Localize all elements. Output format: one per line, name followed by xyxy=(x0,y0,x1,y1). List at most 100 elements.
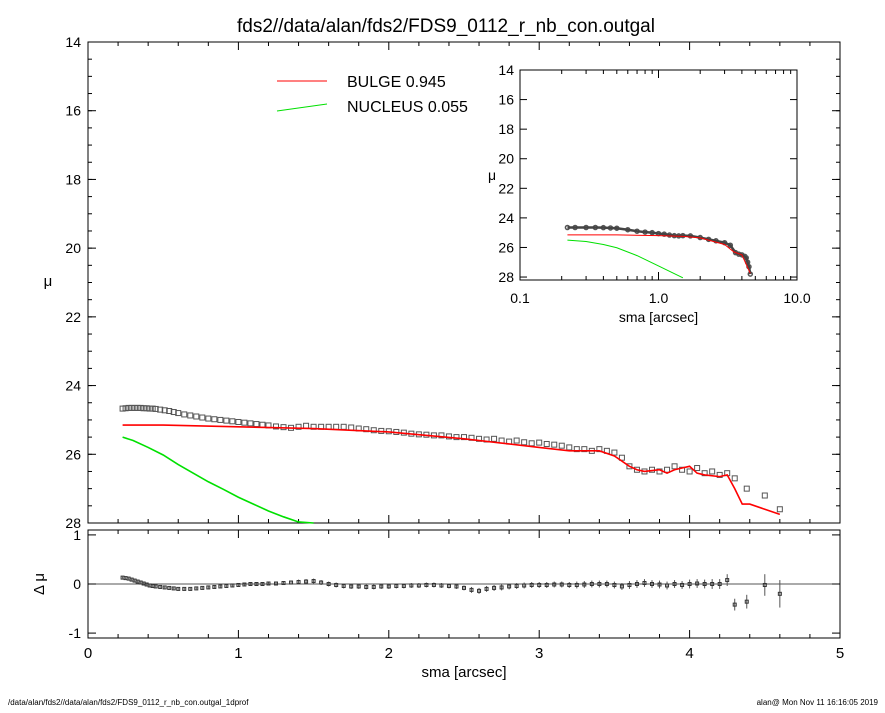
residual-point xyxy=(289,580,294,585)
residual-point xyxy=(260,582,265,586)
data-point xyxy=(211,416,218,423)
residual-point xyxy=(687,582,692,586)
residual-point xyxy=(188,586,193,591)
data-point xyxy=(731,475,738,482)
residual-point xyxy=(567,582,572,587)
residual-point xyxy=(777,591,782,596)
residual-point xyxy=(242,582,247,587)
residual-point xyxy=(386,584,391,589)
residual-point xyxy=(274,581,278,586)
residual-point xyxy=(394,583,399,588)
data-point xyxy=(193,413,200,420)
residual-point xyxy=(424,582,429,587)
y-tick-label: 26 xyxy=(498,239,514,255)
data-point xyxy=(128,404,135,411)
data-point xyxy=(743,485,750,492)
residual-point xyxy=(212,584,217,589)
residual-point xyxy=(254,582,259,586)
main-profile-panel: 14 16 18 20 22 24 26 28 μ BULGE 0.945 NUCLEUS 0.05… xyxy=(44,34,841,531)
residual-point xyxy=(657,582,662,587)
residual-point xyxy=(162,585,167,590)
data-point xyxy=(199,414,206,421)
y-tick-label: 14 xyxy=(65,34,81,50)
residual-point xyxy=(200,585,205,590)
data-point xyxy=(566,444,573,451)
data-point xyxy=(513,437,520,444)
residual-point xyxy=(236,582,241,587)
data-point xyxy=(140,405,147,412)
x-tick-label: 10.0 xyxy=(783,290,810,306)
residual-point xyxy=(680,582,685,587)
residual-point xyxy=(529,582,534,587)
data-point xyxy=(205,415,212,422)
residual-point xyxy=(762,582,767,587)
residual-point xyxy=(153,584,158,589)
residual-point xyxy=(574,582,579,587)
residual-point xyxy=(167,585,172,590)
residual-point xyxy=(171,586,176,591)
inset-nucleus-line xyxy=(567,239,684,279)
x-tick-label: 1 xyxy=(234,645,242,662)
data-point xyxy=(709,468,716,475)
residual-point xyxy=(672,582,677,586)
residual-point xyxy=(477,588,482,593)
y-tick-label: 20 xyxy=(65,240,81,256)
figure-title: fds2//data/alan/fds2/FDS9_0112_r_nb_con.… xyxy=(237,16,655,37)
x-tick-label: 5 xyxy=(836,645,844,662)
residual-point xyxy=(311,579,316,584)
residual-point xyxy=(522,583,527,588)
y-tick-label: 28 xyxy=(65,515,81,531)
data-point xyxy=(247,420,254,427)
data-point xyxy=(521,439,528,446)
residual-point xyxy=(334,582,339,587)
bulge-model-line xyxy=(122,424,781,516)
data-point xyxy=(137,404,144,411)
x-tick-label: 3 xyxy=(535,645,543,662)
residual-point xyxy=(439,583,444,588)
residual-point xyxy=(507,584,512,589)
data-point xyxy=(241,419,248,426)
residual-point xyxy=(182,586,187,591)
residual-point xyxy=(665,583,670,588)
residual-point xyxy=(158,584,163,589)
data-point xyxy=(611,449,618,456)
data-point xyxy=(217,416,224,423)
residual-point xyxy=(537,582,542,587)
x-axis-label: sma [arcsec] xyxy=(619,309,698,325)
residual-point xyxy=(326,582,331,586)
data-point xyxy=(558,442,565,449)
residual-point xyxy=(304,579,309,584)
data-point xyxy=(143,405,150,412)
residual-point xyxy=(176,586,181,591)
nucleus-model-line xyxy=(122,436,314,524)
y-tick-label: 18 xyxy=(65,171,81,187)
data-point xyxy=(273,423,279,430)
residual-point xyxy=(319,580,324,585)
y-tick-label: 1 xyxy=(73,527,81,543)
data-point xyxy=(229,418,236,425)
residual-point xyxy=(650,582,654,586)
residual-point xyxy=(206,585,211,590)
legend-label-bulge: BULGE 0.945 xyxy=(347,74,446,91)
residual-point xyxy=(634,582,639,586)
residual-point xyxy=(725,578,730,583)
data-point xyxy=(761,492,768,499)
data-point xyxy=(438,432,445,439)
y-tick-label: 24 xyxy=(498,210,514,226)
data-point xyxy=(131,404,138,411)
residual-point xyxy=(462,585,466,590)
residual-point xyxy=(356,584,361,589)
y-tick-label: 26 xyxy=(65,446,81,462)
data-point xyxy=(187,412,194,419)
data-point xyxy=(149,405,156,412)
data-point xyxy=(295,423,302,430)
residual-point xyxy=(484,586,489,591)
residual-point xyxy=(349,584,354,589)
y-tick-label: 28 xyxy=(498,269,514,285)
residual-point xyxy=(446,583,451,588)
x-tick-label: 4 xyxy=(685,645,693,662)
residual-point xyxy=(230,583,235,588)
inset-log-panel: 14 16 18 20 22 24 26 28 0.1 1.0 10.0 sma [arcsec] μ xyxy=(488,62,811,325)
data-point xyxy=(776,506,783,513)
